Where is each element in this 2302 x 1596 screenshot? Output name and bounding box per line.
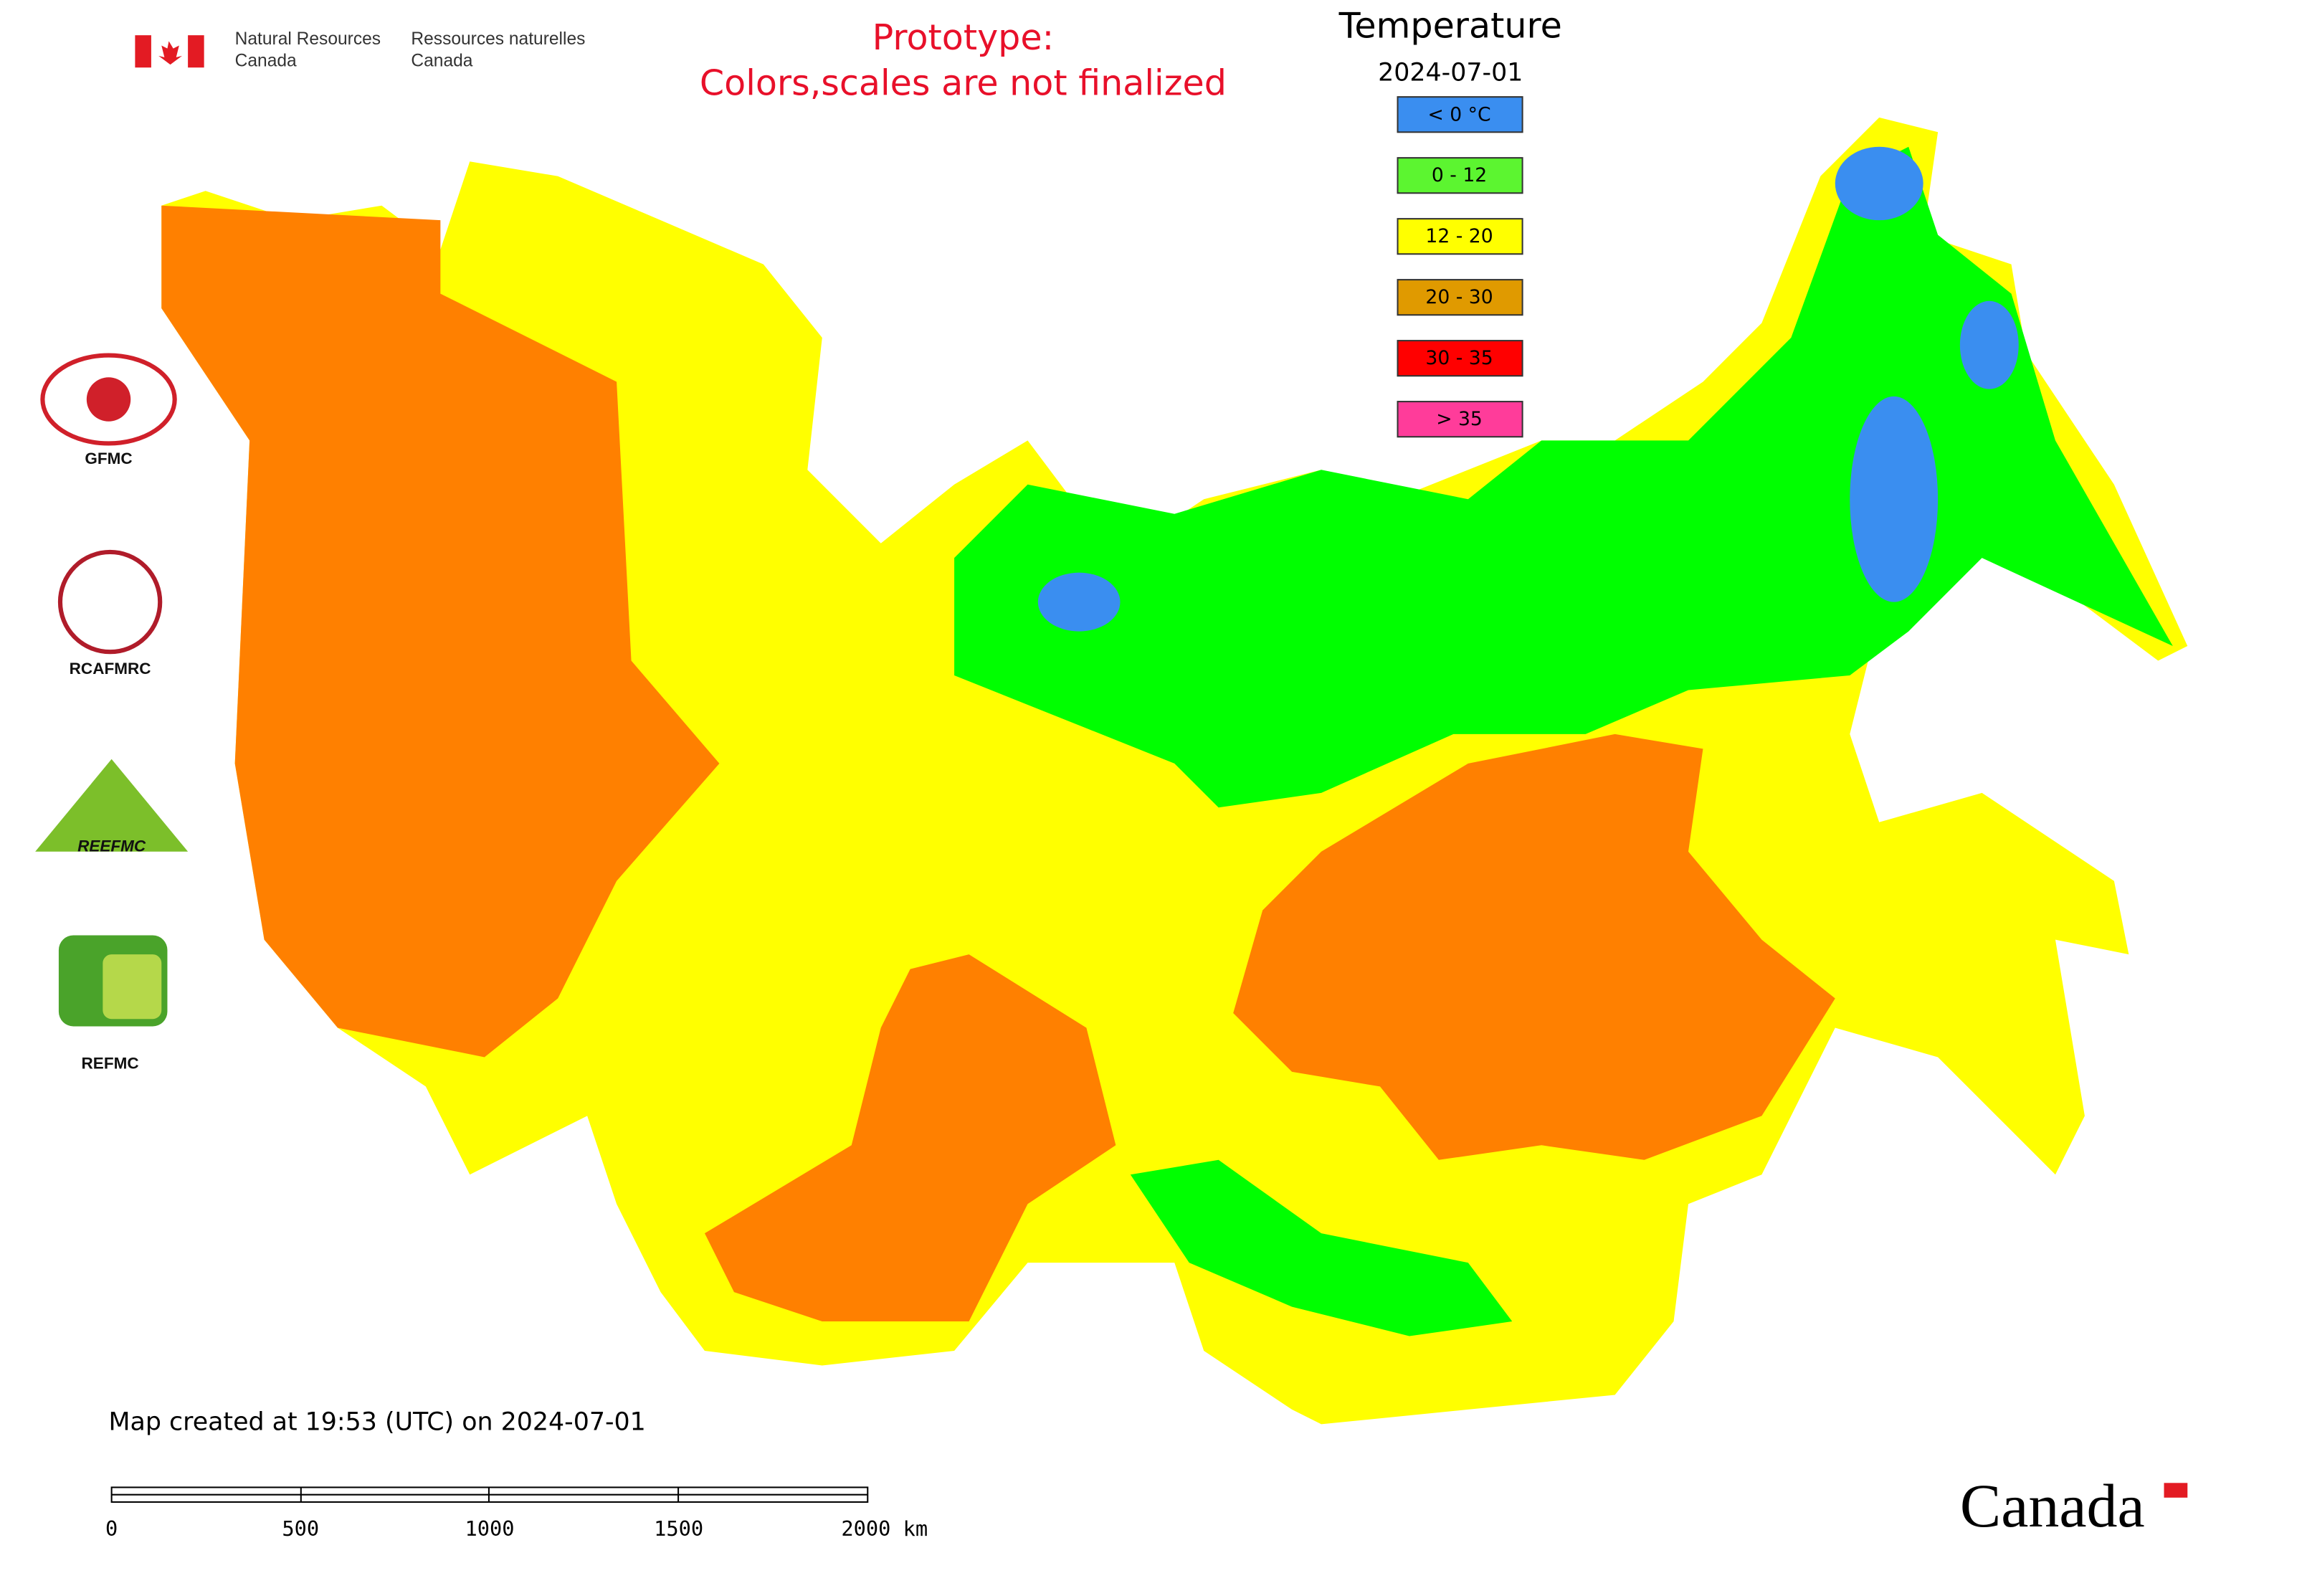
- logo-label: GFMC: [85, 450, 132, 467]
- scale-label: 1000: [465, 1516, 514, 1541]
- legend-title: Temperature: [1338, 4, 1562, 46]
- notice-2: Colors,scales are not finalized: [700, 62, 1227, 103]
- legend-label: 0 - 12: [1432, 164, 1487, 186]
- legend-swatch: [1397, 401, 1523, 438]
- region-blue: [1037, 572, 1121, 632]
- region-blue: [1850, 396, 1939, 602]
- region-orange-east: [1233, 733, 1835, 1160]
- wordmark: Canada: [1960, 1471, 2145, 1540]
- gov-signature: Natural Resources Canada Ressources natu…: [135, 29, 585, 70]
- legend-label: < 0 °C: [1428, 103, 1491, 125]
- scale-label: 500: [282, 1516, 319, 1541]
- region-orange-west: [161, 205, 720, 1058]
- region-blue: [1835, 146, 1923, 221]
- dept-fr-1: Ressources naturelles: [411, 29, 585, 49]
- legend-label: 20 - 30: [1425, 286, 1493, 308]
- scale-labels: 0 500 1000 1500 2000 km: [105, 1516, 928, 1541]
- logos: GFMC RCAFMRC REEFMC REFMC: [35, 353, 189, 1073]
- legend-swatch: [1397, 218, 1523, 255]
- dept-en-2: Canada: [235, 51, 297, 70]
- dept-en-1: Natural Resources: [235, 29, 381, 49]
- scale-bar: [110, 1486, 869, 1503]
- logo-label: REFMC: [82, 1055, 139, 1073]
- scale-label: 1500: [654, 1516, 703, 1541]
- region-green-north: [954, 146, 2173, 808]
- dept-fr-2: Canada: [411, 51, 472, 70]
- legend-swatch: [1397, 157, 1523, 194]
- legend-swatch: [1397, 279, 1523, 316]
- created-note: Map created at 19:53 (UTC) on 2024-07-01: [109, 1407, 646, 1436]
- legend-label: > 35: [1436, 408, 1483, 430]
- logo-label: REEFMC: [77, 837, 146, 855]
- scale-label: 2000 km: [841, 1516, 928, 1541]
- legend-swatch: [1397, 340, 1523, 377]
- logo-label: RCAFMRC: [70, 660, 151, 678]
- region-orange-south: [704, 954, 1116, 1322]
- region-blue: [1959, 300, 2019, 389]
- legend-date: 2024-07-01: [1378, 58, 1523, 87]
- canada-wordmark: Canada: [1960, 1471, 2188, 1540]
- map: [161, 117, 2188, 1425]
- legend-label: 12 - 20: [1425, 225, 1493, 247]
- notice-1: Prototype:: [872, 16, 1055, 58]
- legend-label: 30 - 35: [1425, 347, 1493, 369]
- legend-swatch: [1397, 96, 1523, 133]
- region-green-south: [1130, 1159, 1513, 1336]
- scale-label: 0: [105, 1516, 118, 1541]
- legend: < 0 °C 0 - 12 12 - 20 20 - 30 30 - 35 > 35: [1397, 96, 1523, 438]
